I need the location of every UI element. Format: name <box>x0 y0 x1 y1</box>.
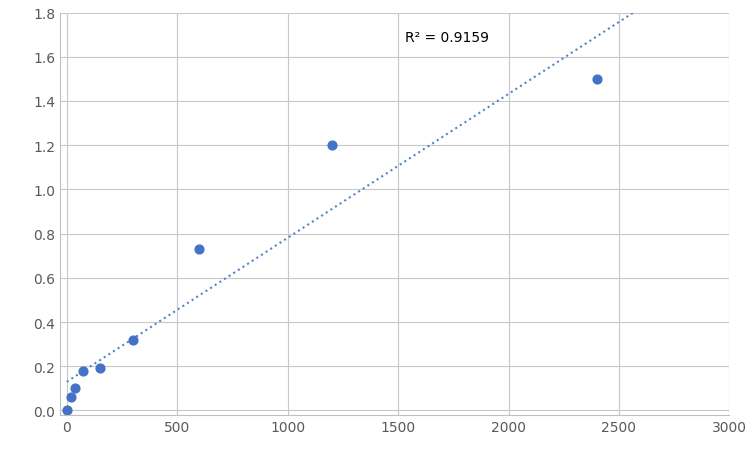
Point <box>127 336 139 344</box>
Point <box>61 407 73 414</box>
Point <box>77 367 89 374</box>
Point <box>591 76 603 83</box>
Point <box>69 385 81 392</box>
Point <box>193 246 205 253</box>
Text: R² = 0.9159: R² = 0.9159 <box>405 31 489 45</box>
Point <box>94 365 106 372</box>
Point <box>65 394 77 401</box>
Point <box>326 142 338 149</box>
